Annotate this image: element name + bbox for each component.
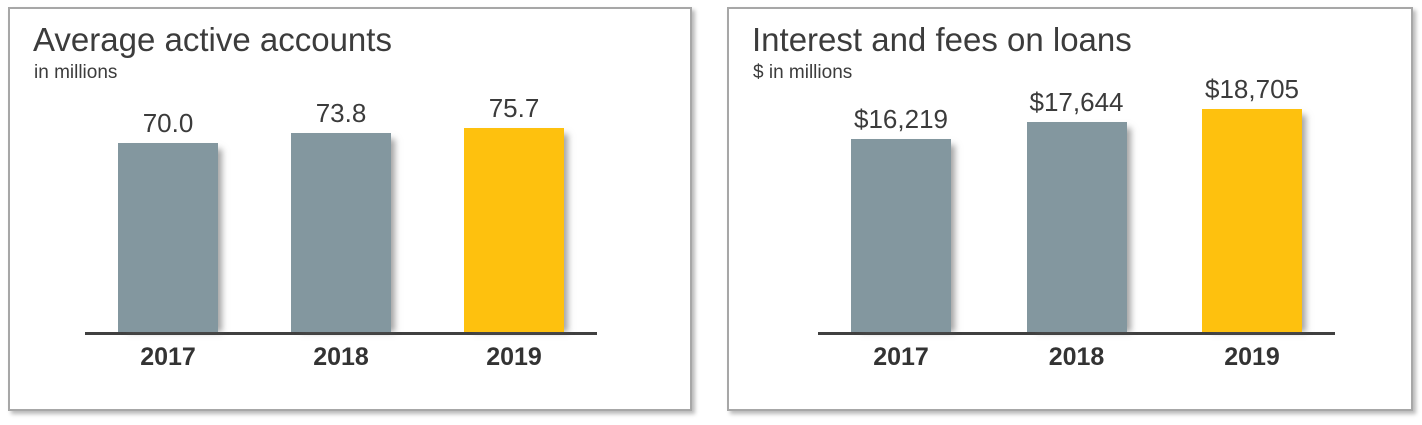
x-axis-label-2019: 2019: [486, 343, 542, 371]
plot-area: $16,219 $17,644 $18,705: [818, 74, 1335, 335]
bar-chart-average-active-accounts: 70.0 73.8 75.7 2017 2018 2019: [85, 85, 597, 372]
bar-group-2018: 73.8: [291, 98, 391, 332]
bar-group-2018: $17,644: [1026, 87, 1127, 332]
plot-area: 70.0 73.8 75.7: [85, 85, 597, 335]
x-axis-label-2017: 2017: [140, 343, 196, 371]
x-axis-label-2018: 2018: [313, 343, 369, 371]
bar-2017: [118, 143, 218, 332]
bar-value-label-2018: $17,644: [1029, 87, 1124, 117]
bar-value-label-2019: $18,705: [1205, 74, 1299, 105]
x-axis-labels: 2017 2018 2019: [818, 335, 1335, 372]
x-axis-labels: 2017 2018 2019: [85, 335, 597, 372]
chart-subtitle: $ in millions: [753, 61, 853, 83]
bar-2019: [1202, 109, 1302, 332]
bar-value-label-2017: 70.0: [142, 108, 194, 138]
bar-2017: [851, 139, 951, 332]
bar-group-2019: 75.7: [464, 93, 564, 332]
chart-panel-interest-and-fees: Interest and fees on loans $ in millions…: [727, 7, 1413, 411]
bar-value-label-2018: 73.8: [315, 97, 367, 128]
bar-chart-interest-and-fees: $16,219 $17,644 $18,705 2017 2018 2019: [818, 74, 1335, 372]
bar-value-label-2017: $16,219: [854, 104, 948, 134]
x-axis-label-2017: 2017: [873, 343, 929, 371]
bar-value-label-2019: 75.7: [488, 92, 540, 123]
bar-2019: [464, 127, 564, 332]
bar-group-2019: $18,705: [1202, 74, 1302, 332]
x-axis-label-2018: 2018: [1048, 343, 1105, 371]
chart-title: Interest and fees on loans: [752, 21, 1132, 58]
chart-panel-average-active-accounts: Average active accounts in millions 70.0…: [8, 7, 692, 411]
bar-group-2017: 70.0: [118, 108, 218, 332]
bar-2018: [291, 132, 391, 332]
chart-title: Average active accounts: [33, 21, 392, 58]
chart-subtitle: in millions: [34, 61, 118, 83]
x-axis-label-2019: 2019: [1224, 343, 1280, 371]
bar-2018: [1026, 122, 1127, 332]
bar-group-2017: $16,219: [851, 104, 951, 332]
